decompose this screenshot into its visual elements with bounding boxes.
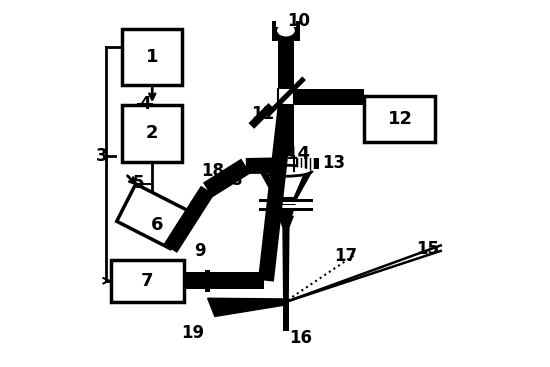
Text: 19: 19 xyxy=(182,324,205,342)
Text: 2: 2 xyxy=(146,124,158,142)
Bar xyxy=(111,260,184,302)
Polygon shape xyxy=(283,227,289,302)
Text: 14: 14 xyxy=(286,145,311,163)
Text: 7: 7 xyxy=(141,272,153,290)
Polygon shape xyxy=(249,103,274,129)
Polygon shape xyxy=(279,216,293,227)
Bar xyxy=(260,206,312,209)
Text: 12: 12 xyxy=(388,110,413,128)
Bar xyxy=(278,25,294,206)
Polygon shape xyxy=(258,103,294,281)
Bar xyxy=(253,158,277,169)
Bar xyxy=(122,105,182,161)
Text: 8: 8 xyxy=(231,171,243,189)
Text: 15: 15 xyxy=(416,240,439,258)
Bar xyxy=(296,158,320,169)
Polygon shape xyxy=(268,172,304,196)
Bar xyxy=(258,199,314,202)
Bar xyxy=(206,270,210,279)
Text: 5: 5 xyxy=(133,174,144,193)
Polygon shape xyxy=(275,198,297,216)
Bar xyxy=(276,21,296,28)
Polygon shape xyxy=(260,171,312,198)
Ellipse shape xyxy=(260,165,312,176)
Polygon shape xyxy=(246,157,286,174)
Text: 16: 16 xyxy=(289,329,312,347)
Bar xyxy=(122,29,182,85)
Text: 4: 4 xyxy=(139,95,151,113)
Bar xyxy=(260,200,312,204)
Polygon shape xyxy=(221,302,286,313)
Text: 13: 13 xyxy=(322,155,345,172)
Bar xyxy=(364,96,435,142)
Text: 9: 9 xyxy=(195,242,206,260)
Bar xyxy=(283,302,289,331)
Polygon shape xyxy=(266,76,306,116)
Text: 3: 3 xyxy=(96,147,107,165)
Polygon shape xyxy=(184,272,264,290)
Polygon shape xyxy=(203,159,250,197)
Text: 1: 1 xyxy=(146,48,158,66)
Text: 17: 17 xyxy=(334,247,358,265)
Text: 11: 11 xyxy=(251,105,274,123)
Bar xyxy=(278,156,294,171)
Bar xyxy=(206,283,210,292)
Polygon shape xyxy=(117,184,189,248)
Bar xyxy=(272,21,300,41)
Bar xyxy=(278,89,294,104)
Polygon shape xyxy=(207,298,287,316)
Text: 18: 18 xyxy=(202,162,224,180)
Polygon shape xyxy=(294,89,364,105)
Text: 6: 6 xyxy=(150,217,163,235)
Ellipse shape xyxy=(277,25,295,36)
Text: 10: 10 xyxy=(287,12,310,30)
Polygon shape xyxy=(163,186,214,253)
Bar xyxy=(258,208,314,211)
